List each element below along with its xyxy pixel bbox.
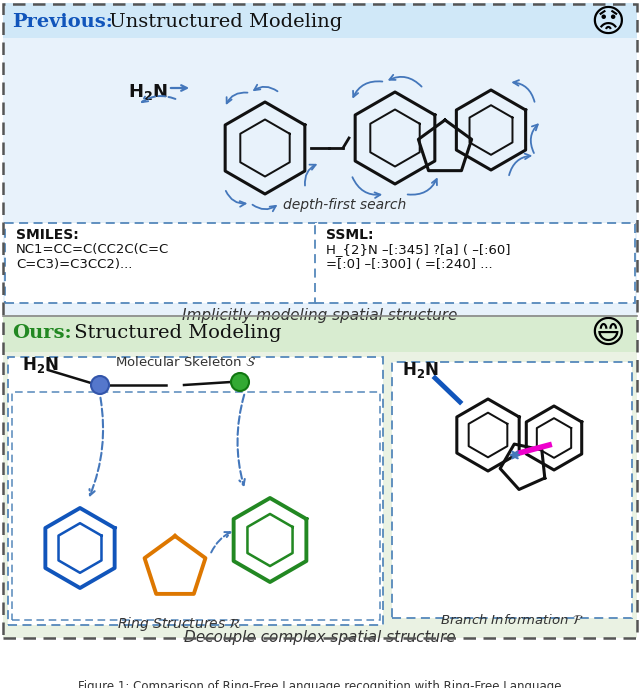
Text: SMILES:: SMILES: bbox=[16, 228, 79, 242]
Text: $\mathbf{H_2N}$: $\mathbf{H_2N}$ bbox=[22, 355, 59, 375]
Text: NC1=CC=C(CC2C(C=C: NC1=CC=C(CC2C(C=C bbox=[16, 243, 169, 256]
Polygon shape bbox=[526, 406, 582, 470]
Circle shape bbox=[91, 376, 109, 394]
FancyBboxPatch shape bbox=[5, 223, 316, 303]
Polygon shape bbox=[500, 444, 545, 489]
Text: depth-first search: depth-first search bbox=[284, 198, 406, 212]
Polygon shape bbox=[457, 399, 519, 471]
Text: SSML:: SSML: bbox=[326, 228, 374, 242]
Text: Branch Information $\mathcal{F}$: Branch Information $\mathcal{F}$ bbox=[440, 613, 584, 627]
Text: $\mathbf{H_2N}$: $\mathbf{H_2N}$ bbox=[128, 82, 168, 102]
Text: Unstructured Modeling: Unstructured Modeling bbox=[103, 13, 342, 31]
Text: H_{2}N –[:345] ?[a] ( –[:60]: H_{2}N –[:345] ?[a] ( –[:60] bbox=[326, 243, 511, 256]
FancyBboxPatch shape bbox=[315, 223, 635, 303]
FancyBboxPatch shape bbox=[3, 3, 637, 315]
Polygon shape bbox=[355, 92, 435, 184]
Polygon shape bbox=[225, 102, 305, 194]
Text: Implicitly modeling spatial structure: Implicitly modeling spatial structure bbox=[182, 308, 458, 323]
Text: Ours:: Ours: bbox=[12, 324, 72, 342]
Text: C=C3)=C3CC2)...: C=C3)=C3CC2)... bbox=[16, 258, 132, 271]
Text: Structured Modeling: Structured Modeling bbox=[68, 324, 282, 342]
Circle shape bbox=[231, 373, 249, 391]
Text: 😟: 😟 bbox=[591, 6, 625, 39]
Text: $\mathbf{H_2N}$: $\mathbf{H_2N}$ bbox=[402, 360, 439, 380]
Text: =[:0] –[:300] ( =[:240] ...: =[:0] –[:300] ( =[:240] ... bbox=[326, 258, 493, 271]
Text: Ring Structures $\mathcal{R}$: Ring Structures $\mathcal{R}$ bbox=[117, 615, 243, 633]
FancyBboxPatch shape bbox=[8, 357, 383, 625]
Text: Decouple complex spatial structure: Decouple complex spatial structure bbox=[184, 630, 456, 645]
FancyBboxPatch shape bbox=[3, 3, 637, 38]
FancyBboxPatch shape bbox=[3, 315, 637, 638]
Polygon shape bbox=[456, 90, 525, 170]
Text: Figure 1: Comparison of Ring-Free Language recognition with Ring-Free Language: Figure 1: Comparison of Ring-Free Langua… bbox=[78, 680, 562, 688]
Text: Previous:: Previous: bbox=[12, 13, 113, 31]
Text: Molecular Skeleton $\mathcal{S}$: Molecular Skeleton $\mathcal{S}$ bbox=[115, 355, 257, 369]
Polygon shape bbox=[419, 120, 472, 171]
FancyBboxPatch shape bbox=[392, 362, 632, 618]
Text: 😄: 😄 bbox=[591, 316, 625, 350]
FancyBboxPatch shape bbox=[3, 315, 637, 352]
